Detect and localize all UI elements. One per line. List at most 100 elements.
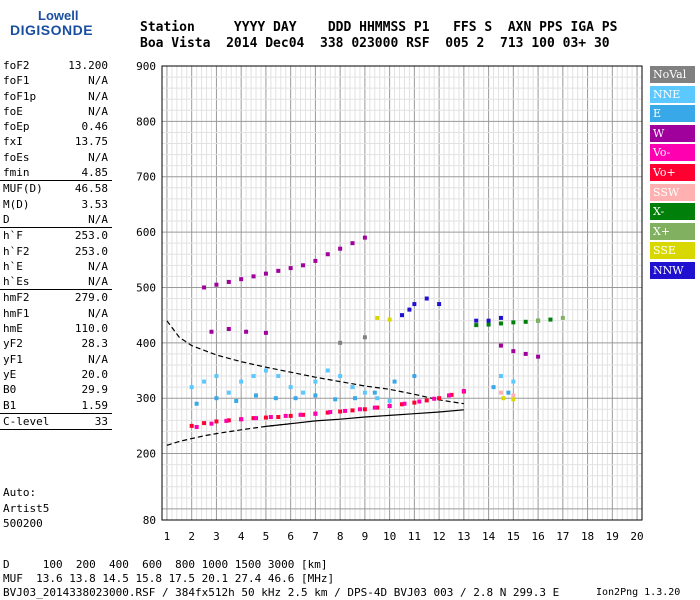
legend-item-vo: Vo- [650, 144, 695, 162]
legend-item-nnw: NNW [650, 262, 695, 279]
point-nne [387, 398, 392, 403]
point-x [560, 315, 565, 320]
param-name: M(D) [3, 197, 30, 211]
y-tick-label: 80 [143, 514, 156, 527]
param-row-yf2: yF2 28.3 [0, 336, 112, 351]
point-vo [194, 424, 199, 429]
point-nne [189, 385, 194, 390]
param-name: hmF2 [3, 291, 30, 305]
x-tick-label: 5 [263, 530, 270, 543]
point-e [293, 396, 298, 401]
param-name: h`F [3, 229, 23, 243]
param-row-d: D N/A [0, 212, 112, 227]
point-vo [387, 403, 392, 408]
autoscale-artist: Artist5 [3, 502, 50, 515]
param-row-hes: h`Es N/A [0, 274, 112, 289]
param-value: N/A [88, 352, 108, 366]
param-row-mufd: MUF(D) 46.58 [0, 180, 112, 196]
param-row-md: M(D) 3.53 [0, 197, 112, 212]
point-w [511, 349, 516, 354]
point-vo [350, 408, 355, 413]
point-w [226, 326, 231, 331]
param-row-foep: foEp 0.46 [0, 119, 112, 134]
autoscale-code: 500200 [3, 517, 43, 530]
point-vo [437, 396, 442, 401]
legend-item-sse: SSE [650, 242, 695, 260]
param-row-hf: h`F 253.0 [0, 227, 112, 243]
param-name: foF1p [3, 89, 37, 103]
param-value: 29.9 [81, 383, 109, 397]
param-value: 20.0 [81, 367, 109, 381]
point-vo [372, 405, 377, 410]
point-e [412, 374, 417, 379]
point-w [209, 329, 214, 334]
point-vo [298, 412, 303, 417]
param-row-hmf2: hmF2 279.0 [0, 289, 112, 305]
param-value: 28.3 [81, 337, 109, 351]
param-row-fof1p: foF1p N/A [0, 89, 112, 104]
param-value: N/A [88, 150, 108, 164]
y-tick-label: 600 [136, 226, 156, 239]
point-w [202, 285, 207, 290]
param-name: hmE [3, 322, 23, 336]
x-tick-label: 17 [556, 530, 569, 543]
point-vo [447, 393, 452, 398]
x-tick-label: 9 [362, 530, 369, 543]
point-w [214, 282, 219, 287]
footer-distance-row: D 100 200 400 600 800 1000 1500 3000 [km… [3, 558, 328, 571]
param-name: h`Es [3, 275, 30, 289]
param-row-hf2: h`F2 253.0 [0, 244, 112, 259]
x-tick-label: 18 [581, 530, 594, 543]
legend-item-x: X+ [650, 222, 695, 240]
param-value: 253.0 [74, 244, 108, 258]
x-tick-label: 1 [164, 530, 171, 543]
profile-trace-upper-dashed [166, 320, 464, 405]
point-vo [202, 421, 207, 426]
param-name: B1 [3, 398, 17, 412]
point-nne [276, 374, 281, 379]
point-nne [226, 390, 231, 395]
param-name: fmin [3, 166, 30, 180]
param-name: fxI [3, 135, 23, 149]
point-vo [362, 407, 367, 412]
point-w [226, 279, 231, 284]
x-tick-label: 10 [383, 530, 396, 543]
profile-trace-lower-dashed [166, 423, 291, 446]
param-name: D [3, 212, 10, 226]
param-value: 4.85 [81, 166, 109, 180]
point-vo [400, 402, 404, 407]
point-vo [226, 418, 231, 423]
point-nnw [412, 302, 417, 307]
param-value: 33 [94, 414, 108, 428]
param-row-b0: B0 29.9 [0, 382, 112, 397]
param-value: 13.75 [74, 135, 108, 149]
param-value: N/A [88, 306, 108, 320]
param-value: 13.200 [68, 59, 108, 72]
header-line-1: Station YYYY DAY DDD HHMMSS P1 FFS S AXN… [140, 20, 618, 35]
point-vo [268, 415, 273, 420]
logo-line2: DIGISONDE [10, 22, 94, 38]
point-w [350, 241, 355, 246]
point-nne [498, 374, 503, 379]
param-name: foF1 [3, 74, 30, 88]
point-x [498, 321, 503, 326]
param-row-foe: foE N/A [0, 104, 112, 119]
y-tick-label: 400 [136, 337, 156, 350]
point-sse [511, 397, 516, 402]
footer-file-info: BVJ03_2014338023000.RSF / 384fx512h 50 k… [3, 586, 560, 599]
legend-item-x: X- [650, 203, 695, 221]
param-name: h`F2 [3, 244, 30, 258]
param-name: h`E [3, 259, 23, 273]
y-tick-label: 500 [136, 281, 156, 294]
point-w [239, 277, 244, 282]
y-tick-label: 900 [136, 60, 156, 73]
param-row-clevel: C-level 33 [0, 412, 112, 429]
param-value: 110.0 [74, 322, 108, 336]
legend-item-w: W [650, 124, 695, 142]
param-value: N/A [88, 212, 108, 226]
point-e [194, 401, 199, 406]
param-name: foF2 [3, 59, 30, 72]
point-w [338, 246, 343, 251]
x-tick-label: 11 [408, 530, 421, 543]
x-tick-label: 7 [312, 530, 319, 543]
